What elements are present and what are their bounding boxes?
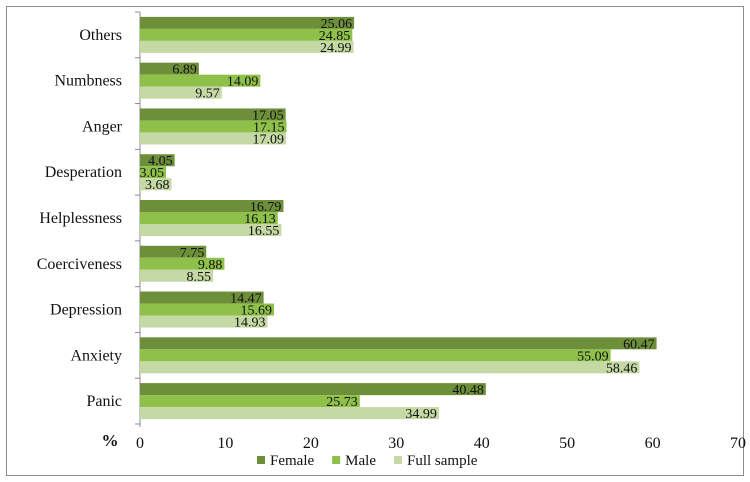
- bar-male: [140, 166, 167, 179]
- bar-female: [140, 245, 207, 258]
- category-label: Coerciveness: [37, 256, 122, 273]
- bar-full-sample: [140, 178, 172, 191]
- bar-female: [140, 62, 199, 75]
- data-label: 34.99: [405, 407, 437, 422]
- data-label: 25.06: [321, 17, 353, 32]
- data-label: 60.47: [623, 337, 655, 352]
- bar-female: [140, 337, 657, 350]
- data-label: 16.79: [250, 200, 282, 215]
- category-label: Numbness: [54, 73, 122, 90]
- data-label: 17.15: [253, 120, 285, 135]
- legend-label: Female: [270, 453, 314, 469]
- bar-male: [140, 120, 287, 133]
- data-label: 3.68: [145, 178, 170, 193]
- data-label: 40.48: [452, 383, 484, 398]
- bar-full-sample: [140, 407, 439, 420]
- bar-full-sample: [140, 40, 354, 53]
- legend-swatch: [257, 456, 265, 464]
- category-label: Anxiety: [70, 347, 122, 364]
- data-label: 25.73: [326, 395, 358, 410]
- bar-female: [140, 291, 264, 304]
- data-label: 4.05: [148, 154, 173, 169]
- bar-male: [140, 303, 275, 316]
- bar-male: [140, 349, 611, 362]
- category-label: Others: [79, 27, 122, 44]
- category-label: Depression: [50, 302, 122, 319]
- data-label: 7.75: [180, 246, 205, 261]
- bar-full-sample: [140, 86, 222, 99]
- data-label: 8.55: [187, 270, 212, 285]
- data-label: 14.09: [227, 75, 259, 90]
- data-label: 16.13: [244, 212, 276, 227]
- data-label: 16.55: [248, 224, 280, 239]
- data-label: 14.93: [234, 316, 266, 331]
- legend-label: Male: [345, 453, 376, 469]
- data-label: 9.88: [198, 258, 223, 273]
- x-tick-label: 30: [388, 435, 404, 452]
- legend-swatch: [332, 456, 341, 464]
- x-tick-label: 70: [730, 435, 746, 452]
- x-tick-label: 10: [217, 435, 233, 452]
- data-label: 24.99: [320, 41, 352, 56]
- bar-full-sample: [140, 224, 282, 236]
- data-label: 6.89: [172, 63, 197, 78]
- chart-frame: [6, 6, 744, 476]
- data-label: 9.57: [195, 87, 220, 102]
- legend-label: Full sample: [407, 453, 478, 469]
- bar-male: [140, 212, 278, 224]
- bar-full-sample: [140, 315, 268, 328]
- bar-full-sample: [140, 361, 640, 374]
- category-label: Anger: [82, 118, 123, 135]
- x-tick-label: 40: [474, 435, 490, 452]
- data-label: 3.05: [140, 166, 165, 181]
- data-label: 24.85: [319, 29, 351, 44]
- data-label: 15.69: [241, 304, 273, 319]
- x-tick-label: 60: [645, 435, 661, 452]
- category-label: Helplessness: [39, 210, 122, 227]
- bar-full-sample: [140, 132, 286, 145]
- bar-male: [140, 28, 353, 41]
- bar-male: [140, 257, 225, 270]
- category-label: Panic: [86, 393, 122, 410]
- x-tick-label: 0: [136, 435, 144, 452]
- bar-male: [140, 395, 360, 408]
- data-label: 14.47: [230, 292, 262, 307]
- category-label: Desperation: [45, 164, 122, 181]
- bar-male: [140, 74, 261, 87]
- bar-female: [140, 154, 175, 167]
- bar-female: [140, 16, 355, 29]
- bar-full-sample: [140, 269, 214, 282]
- data-label: 17.05: [252, 108, 284, 123]
- bar-female: [140, 383, 486, 396]
- bar-female: [140, 200, 284, 212]
- legend-swatch: [393, 456, 402, 464]
- x-tick-label: 50: [559, 435, 575, 452]
- data-label: 55.09: [577, 349, 609, 364]
- data-label: 17.09: [252, 132, 284, 147]
- axis-unit-label: %: [102, 431, 119, 450]
- bar-female: [140, 108, 286, 121]
- x-tick-label: 20: [303, 435, 319, 452]
- data-label: 58.46: [606, 361, 638, 376]
